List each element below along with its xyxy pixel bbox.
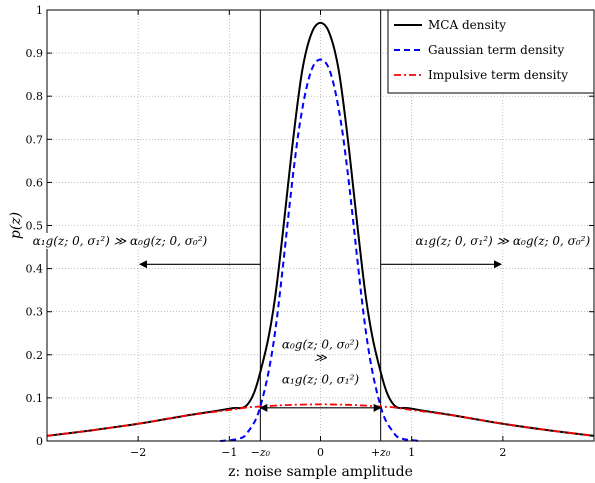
x-tick-label: −1 (221, 446, 237, 459)
legend-label-gaussian-term-density: Gaussian term density (428, 43, 565, 57)
y-tick-label: 0.1 (26, 392, 44, 405)
arrows (138, 260, 503, 412)
series-line-mca-density (46, 21, 595, 437)
y-tick-label: 0.4 (26, 263, 44, 276)
x-tick-label: 0 (317, 446, 324, 459)
x-tick-label: 2 (499, 446, 506, 459)
x-tick-label: −2 (130, 446, 146, 459)
legend: MCA density Gaussian term density Impulsiv… (387, 9, 595, 94)
right-region-label-bg (413, 232, 593, 249)
legend-box (387, 9, 595, 94)
legend-label-mca-density: MCA density (428, 18, 506, 32)
center-label-top: α₀g(z; 0, σ₀²) (282, 337, 360, 351)
y-tick-label: 0.5 (26, 220, 44, 233)
y-tick-label: 0.6 (26, 176, 44, 189)
right-region-label: α₁g(z; 0, σ₁²) ≫ α₀g(z; 0, σ₀²) (416, 234, 591, 248)
x-boundary-label: +z₀ (371, 446, 391, 459)
legend-label-impulsive-term-density: Impulsive term density (428, 68, 568, 82)
y-tick-label: 0.2 (26, 349, 44, 362)
y-axis-label: p(z) (8, 212, 24, 239)
left-region-label-bg (30, 232, 210, 249)
x-boundary-label: −z₀ (251, 446, 271, 459)
y-tick-label: 0.3 (26, 306, 44, 319)
x-axis-label: z: noise sample amplitude (228, 464, 413, 480)
x-tick-label: 1 (408, 446, 415, 459)
y-tick-label: 0 (36, 435, 43, 448)
left-region-label: α₁g(z; 0, σ₁²) ≫ α₀g(z; 0, σ₀²) (33, 234, 208, 248)
series-line-gaussian-term-density (220, 58, 421, 442)
y-tick-label: 0.8 (26, 90, 44, 103)
y-tick-label: 1 (36, 4, 43, 17)
center-label-bottom: α₁g(z; 0, σ₁²) (282, 373, 360, 387)
annotations: α₁g(z; 0, σ₁²) ≫ α₀g(z; 0, σ₀²) α₁g(z; 0,… (30, 232, 593, 387)
y-tick-label: 0.9 (26, 47, 44, 60)
center-label-mid: ≫ (314, 350, 327, 364)
y-tick-label: 0.7 (26, 133, 44, 146)
